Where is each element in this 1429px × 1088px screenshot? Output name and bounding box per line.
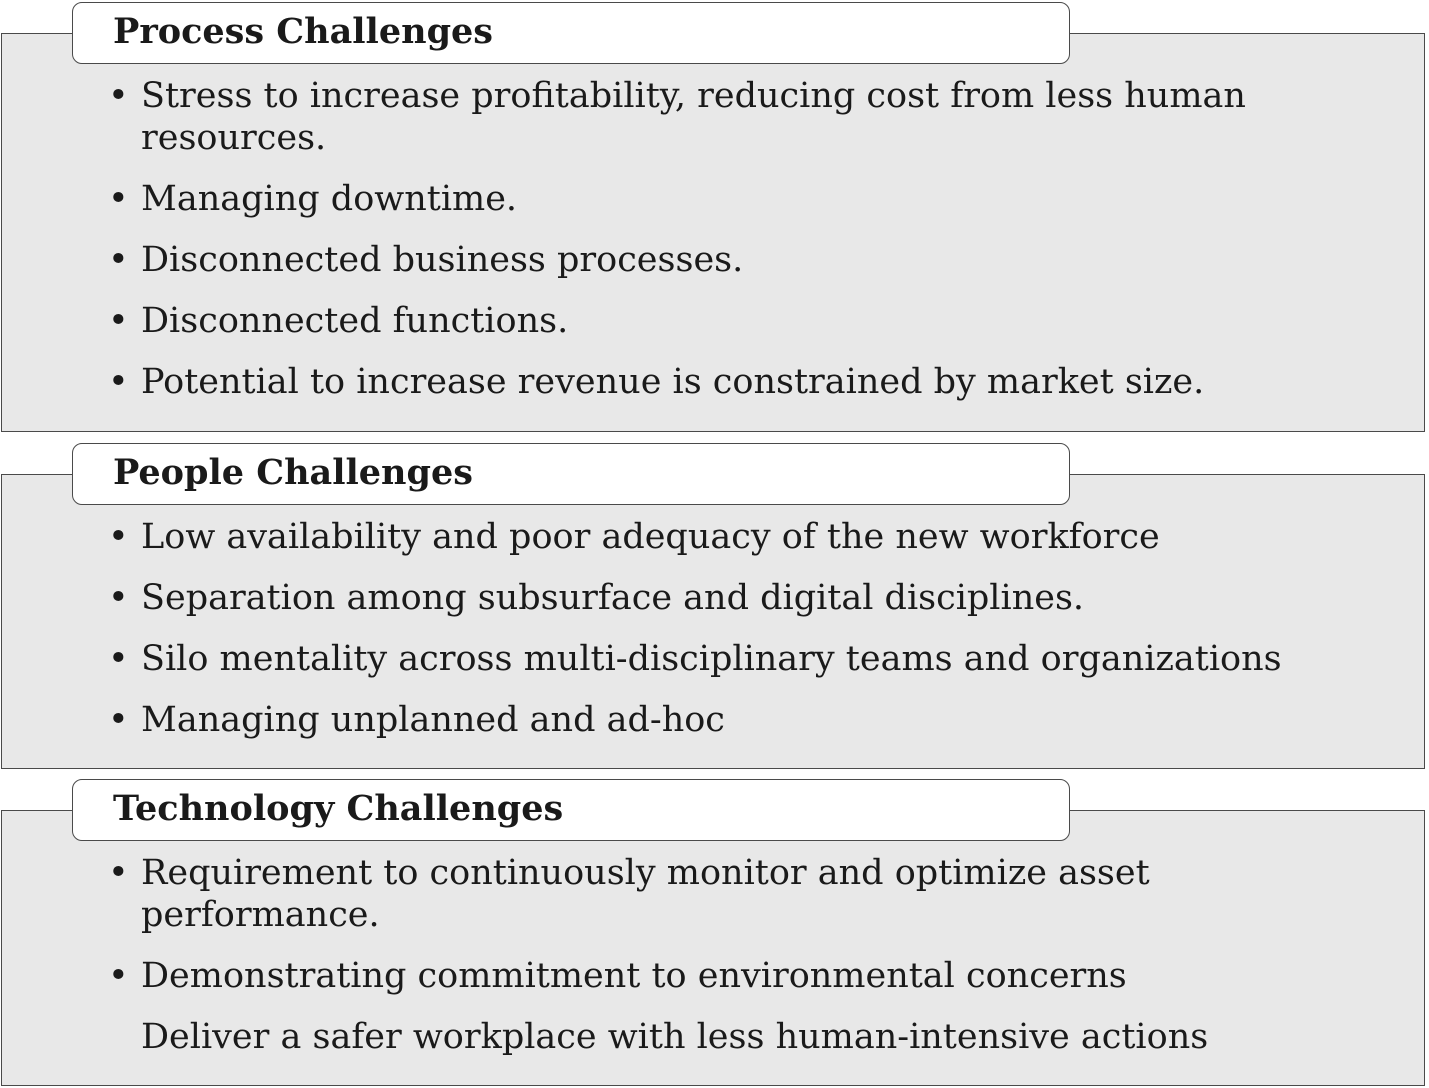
list-item-text: Separation among subsurface and digital … [141,578,1085,618]
process-challenges-list: • Stress to increase profitability, redu… [108,75,1246,403]
list-item: • Managing unplanned and ad-hoc [108,699,1282,741]
bullet-icon: • [108,517,129,557]
technology-challenges-list: • Requirement to continuously monitor an… [108,852,1208,1058]
list-item: • Managing downtime. [108,178,1246,220]
list-item: • Silo mentality across multi-disciplina… [108,638,1282,680]
bullet-icon: • [108,240,129,280]
list-item-text: Silo mentality across multi-disciplinary… [141,639,1282,679]
bullet-icon: • [108,578,129,618]
technology-challenges-header: Technology Challenges [72,779,1070,841]
list-item-text: Low availability and poor adequacy of th… [141,517,1160,557]
people-challenges-title: People Challenges [113,452,473,493]
process-challenges-title: Process Challenges [113,11,494,52]
list-item: • Stress to increase profitability, redu… [108,75,1246,159]
bullet-icon: • [108,76,129,116]
list-item: • Potential to increase revenue is const… [108,361,1246,403]
list-item-text: Managing unplanned and ad-hoc [141,700,725,740]
list-item: • Disconnected functions. [108,300,1246,342]
list-item-text: Disconnected business processes. [141,240,744,280]
list-item-text: Stress to increase profitability, reduci… [141,76,1246,116]
bullet-icon: • [108,179,129,219]
list-item-text: Potential to increase revenue is constra… [141,362,1205,402]
process-challenges-panel [1,33,1425,432]
list-item-text: Disconnected functions. [141,301,569,341]
people-challenges-panel [1,474,1425,769]
list-item: • Disconnected business processes. [108,239,1246,281]
bullet-icon: • [108,956,129,996]
list-item: • Requirement to continuously monitor an… [108,852,1208,936]
list-item-text: Deliver a safer workplace with less huma… [141,1017,1209,1057]
technology-challenges-panel [1,810,1425,1086]
list-item-text: Demonstrating commitment to environmenta… [141,956,1127,996]
list-item-text: Requirement to continuously monitor and … [141,853,1150,893]
bullet-icon: • [108,639,129,679]
list-item: • Low availability and poor adequacy of … [108,516,1282,558]
people-challenges-list: • Low availability and poor adequacy of … [108,516,1282,741]
list-item: • Separation among subsurface and digita… [108,577,1282,619]
bullet-icon: • [108,700,129,740]
bullet-icon: • [108,362,129,402]
bullet-icon: • [108,301,129,341]
people-challenges-header: People Challenges [72,443,1070,505]
process-challenges-header: Process Challenges [72,2,1070,64]
list-item-text-continued: resources. [141,118,327,158]
list-item: Deliver a safer workplace with less huma… [108,1016,1208,1058]
list-item: • Demonstrating commitment to environmen… [108,955,1208,997]
technology-challenges-title: Technology Challenges [113,788,564,829]
list-item-text: Managing downtime. [141,179,518,219]
bullet-icon: • [108,853,129,893]
list-item-text-continued: performance. [141,895,380,935]
